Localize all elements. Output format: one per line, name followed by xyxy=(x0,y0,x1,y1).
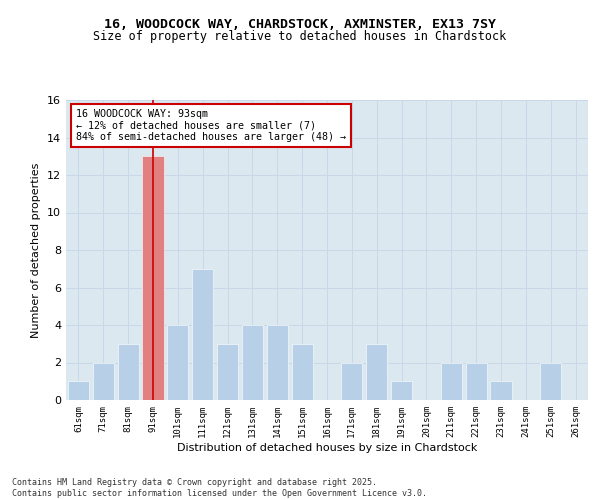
X-axis label: Distribution of detached houses by size in Chardstock: Distribution of detached houses by size … xyxy=(177,442,477,452)
Bar xyxy=(490,381,512,400)
Bar xyxy=(118,344,139,400)
Text: 16 WOODCOCK WAY: 93sqm
← 12% of detached houses are smaller (7)
84% of semi-deta: 16 WOODCOCK WAY: 93sqm ← 12% of detached… xyxy=(76,109,346,142)
Bar xyxy=(341,362,362,400)
Bar xyxy=(192,269,213,400)
Y-axis label: Number of detached properties: Number of detached properties xyxy=(31,162,41,338)
Bar xyxy=(267,325,288,400)
Bar xyxy=(142,156,164,400)
Bar xyxy=(391,381,412,400)
Bar xyxy=(366,344,387,400)
Bar xyxy=(441,362,462,400)
Bar xyxy=(93,362,114,400)
Bar xyxy=(167,325,188,400)
Text: Size of property relative to detached houses in Chardstock: Size of property relative to detached ho… xyxy=(94,30,506,43)
Text: 16, WOODCOCK WAY, CHARDSTOCK, AXMINSTER, EX13 7SY: 16, WOODCOCK WAY, CHARDSTOCK, AXMINSTER,… xyxy=(104,18,496,30)
Text: Contains HM Land Registry data © Crown copyright and database right 2025.
Contai: Contains HM Land Registry data © Crown c… xyxy=(12,478,427,498)
Bar xyxy=(540,362,561,400)
Bar xyxy=(242,325,263,400)
Bar xyxy=(217,344,238,400)
Bar xyxy=(466,362,487,400)
Bar xyxy=(68,381,89,400)
Bar xyxy=(292,344,313,400)
